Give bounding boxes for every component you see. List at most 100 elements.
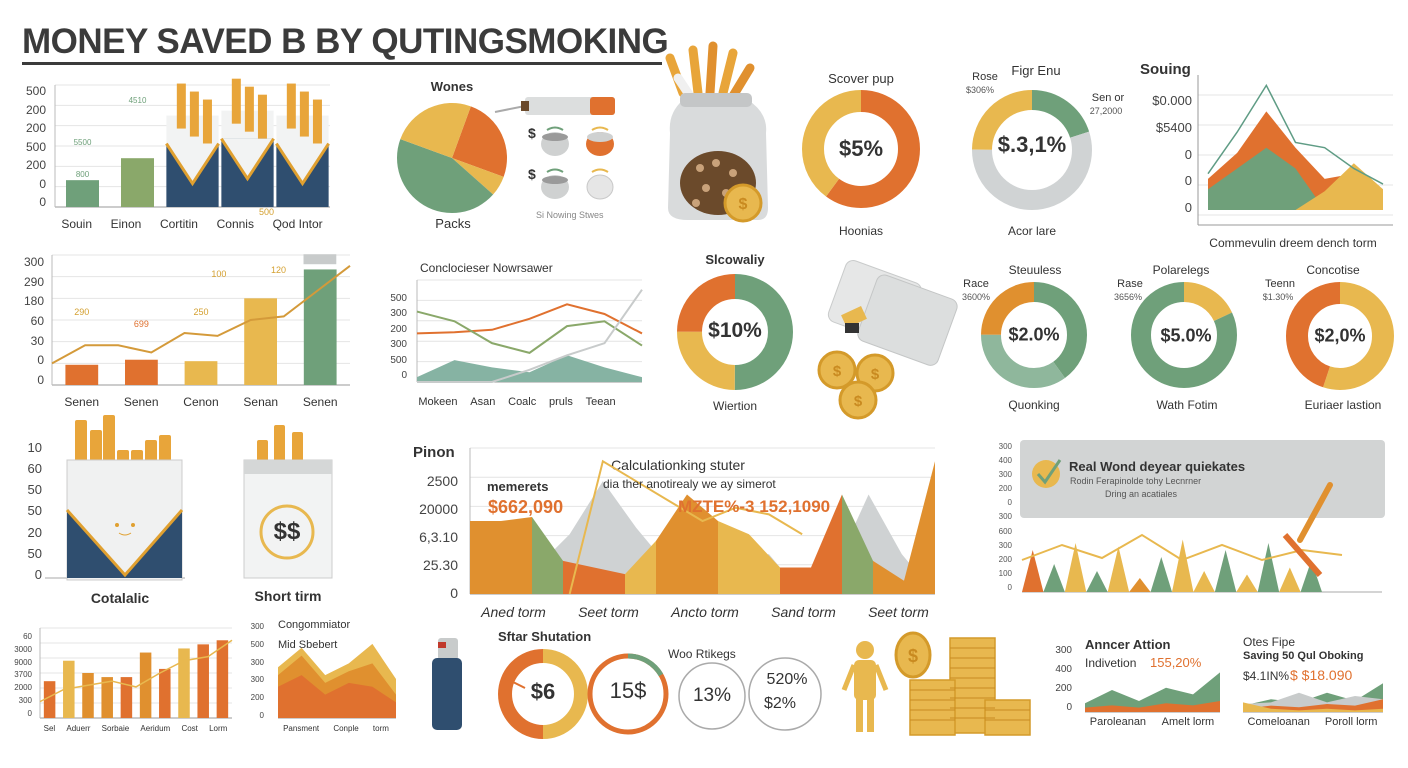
pie-chart-wones (397, 103, 507, 213)
trend-line (51, 265, 351, 365)
area-series (1085, 672, 1220, 712)
area-segment (687, 494, 718, 594)
y-tick-label: $0.000 (1152, 93, 1192, 108)
y-tick-label: 180 (23, 294, 44, 309)
donut-title: Scover pup (828, 71, 894, 86)
y-tick-label: 600 (998, 526, 1012, 536)
area-series (1243, 702, 1383, 712)
data-label: 699 (134, 319, 149, 329)
x-tick-label: Seet torm (578, 604, 639, 620)
y-tick-label: 200 (25, 102, 46, 117)
x-tick-label: Poroll lorm (1324, 716, 1378, 728)
area-series (278, 675, 396, 718)
area-segment (718, 521, 749, 594)
cigarette-cups-illustration (494, 97, 615, 200)
y-tick-label: 200 (250, 693, 264, 703)
pack-chevron (220, 137, 275, 182)
lighter-icon (303, 254, 337, 265)
checkmark-icon (1032, 459, 1062, 488)
dollar-icon: $ (528, 125, 536, 141)
annotation-value: $662,090 (488, 497, 564, 517)
info-heading: Real Wond deyear quiekates (1069, 459, 1246, 474)
y-tick-label: 0 (37, 372, 44, 387)
x-tick-label: Asan (470, 396, 496, 408)
circle-value: 13% (692, 685, 732, 706)
cigarette-icon (189, 91, 199, 137)
donut-side-value: $306% (965, 85, 995, 95)
plot-area (1207, 83, 1384, 210)
x-axis-categories: Mokeen Asan Coalc pruls Teean (412, 396, 622, 408)
panel-title: Sftar Shutation (498, 629, 592, 644)
y-tick-label: 200 (25, 121, 46, 135)
donut-label: Wiertion (712, 399, 758, 413)
y-tick-label: 290 (23, 274, 44, 289)
savings-circles (498, 649, 822, 739)
cup-icon (541, 175, 569, 199)
bar (66, 180, 99, 207)
y-tick-label: 0 (450, 585, 458, 601)
y-tick-label: 200 (998, 554, 1012, 564)
cigarette-icon (494, 97, 615, 115)
x-tick-label: Comeloanan (1247, 716, 1310, 728)
y-tick-label: 200 (25, 158, 46, 172)
area-segment (656, 494, 687, 594)
x-tick-label: Sel (43, 724, 56, 733)
y-tick-label: 200 (1055, 683, 1072, 694)
x-tick-label: Cost (181, 724, 198, 733)
chart-subtitle: Saving 50 Qul Oboking (1243, 650, 1364, 662)
y-tick-label: 300 (250, 675, 264, 685)
pie-slice (452, 158, 504, 195)
donut-segment (981, 282, 1087, 388)
area-segment (749, 534, 780, 594)
donut-label: Euriaer lastion (1304, 398, 1382, 412)
x-tick-label: Einon (110, 217, 142, 231)
annotation: dia ther anotirealy we ay simerot (603, 477, 776, 491)
coin-icon: $ (817, 350, 857, 390)
pack-label: Cotalalic (90, 590, 150, 606)
cigarette-icon (299, 91, 309, 137)
x-axis-label: Commevulin dreem dench torm (1209, 236, 1377, 250)
y-tick-label: 2000 (14, 683, 32, 693)
y-tick-label: 500 (25, 139, 46, 154)
area-segment (873, 560, 904, 594)
y-tick-label: 0 (1007, 498, 1012, 508)
y-tick-label: 300 (23, 255, 44, 269)
bar (101, 677, 113, 718)
dollar-icon: $$ (273, 518, 301, 545)
x-tick-label: Ancto torm (671, 604, 739, 620)
svg-text:$: $ (739, 196, 748, 213)
trend-line (568, 459, 803, 595)
donut-title: Concotise (1306, 263, 1360, 277)
mountain-peak (1129, 578, 1151, 592)
donut-segment (802, 90, 920, 208)
mountain-peak (1300, 560, 1322, 592)
y-tick-label: 500 (25, 84, 46, 98)
chart-subtitle: Calculationking stuter (611, 457, 745, 473)
mountain-peak (1107, 546, 1130, 592)
y-tick-label: 0 (401, 369, 407, 381)
donut-title: Slcowaliy (705, 252, 765, 267)
donut-center-value: $10% (708, 319, 762, 342)
cigarette-icon (1282, 482, 1333, 577)
dollar-icon: $ (528, 166, 536, 182)
data-label: 4510 (129, 96, 147, 105)
x-tick-label: Connis (216, 217, 254, 231)
y-tick-label: 500 (390, 354, 407, 366)
pack-chevron (165, 142, 220, 187)
donut-side-value: 3656% (1113, 292, 1143, 302)
donut-center-value: $2.0% (1008, 324, 1060, 345)
area-segment (501, 517, 532, 594)
area-segment (532, 517, 563, 594)
donut-segment (981, 282, 1087, 388)
area-segment (625, 540, 656, 594)
x-tick-label: Aeridum (140, 724, 171, 733)
cigarette-pack-icon (243, 425, 333, 579)
cigarette-icon (231, 78, 241, 124)
y-tick-label: 2500 (426, 473, 458, 489)
cigarette-icon (244, 86, 254, 132)
y-tick-label: 0 (37, 353, 44, 368)
donut-segment (972, 90, 1092, 210)
donut-side-label: Rase (1117, 278, 1143, 290)
donut-chart-slcowaliy (677, 274, 793, 390)
mountain-peak (1043, 564, 1065, 592)
